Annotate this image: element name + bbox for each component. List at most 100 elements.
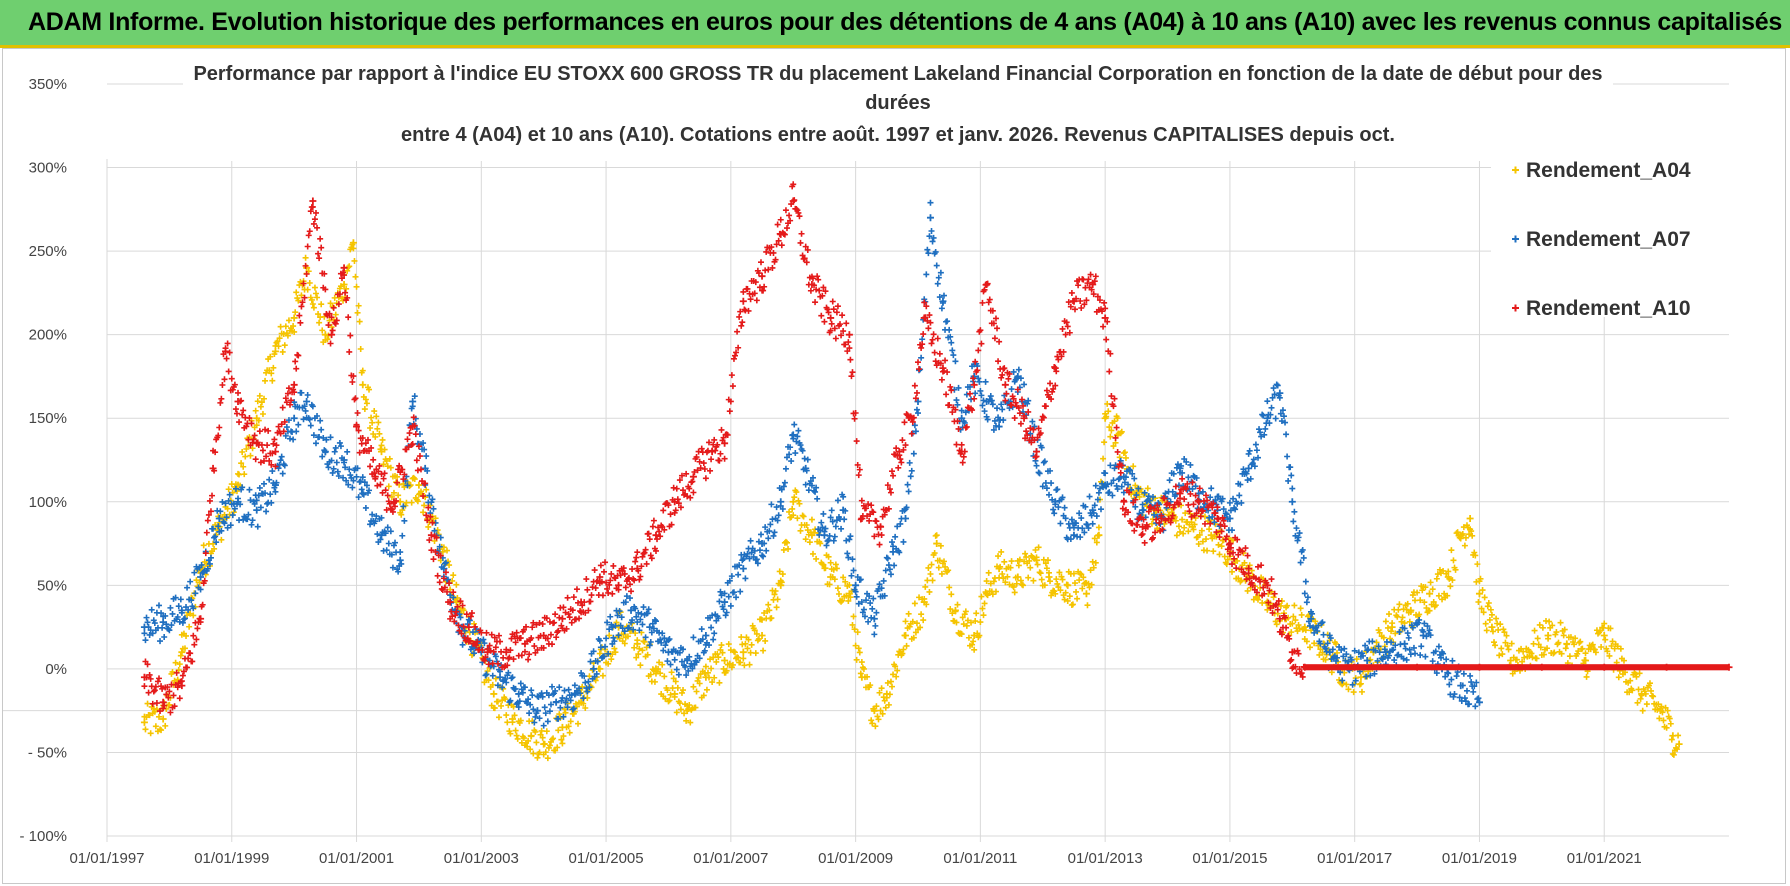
data-point [428,499,435,506]
data-point [1544,645,1551,652]
data-point [1027,430,1034,437]
data-point [1285,477,1292,484]
data-point [445,576,452,583]
data-point [760,287,767,294]
data-point [272,463,279,470]
data-point [369,419,376,426]
data-point [1456,694,1463,701]
data-point [842,341,849,348]
data-point [964,617,971,624]
data-point [1116,475,1123,482]
data-point [853,656,860,663]
data-point [159,715,167,723]
data-point [1199,507,1206,514]
data-point [563,625,570,632]
data-point [171,703,178,710]
data-point [701,647,708,654]
data-point [1057,520,1064,527]
x-axis-ticks: 01/01/1997 01/01/1999 01/01/2001 01/01/2003… [69,850,1641,867]
data-point [849,556,856,563]
data-point [857,576,864,583]
data-point [659,630,666,637]
y-tick-label: - 100% [19,828,67,845]
data-point [436,543,443,550]
data-point [545,692,552,699]
data-point [1507,657,1515,665]
data-point [725,593,732,600]
data-point [666,697,673,704]
data-point [894,523,901,530]
data-point [146,631,153,638]
data-point [1188,519,1195,526]
data-point [309,301,316,308]
data-point [1195,540,1202,547]
data-point [950,352,957,359]
data-point [734,328,741,335]
data-point [512,727,519,734]
data-point [267,353,274,360]
data-point [596,665,604,673]
data-point [740,555,747,562]
data-point [192,590,199,597]
data-point [1483,627,1490,634]
data-point [484,648,492,656]
data-point [668,669,675,676]
y-tick-label: 100% [29,494,67,511]
data-point [497,638,504,645]
data-point [1375,643,1382,650]
data-point [915,410,921,417]
data-point [940,368,947,375]
data-point [283,399,290,406]
data-point [471,650,478,657]
data-point [285,385,292,392]
data-point [1498,645,1505,652]
data-point [947,383,954,390]
data-point [1033,448,1041,456]
data-point [1114,486,1121,493]
data-point [1031,423,1038,430]
data-point [459,641,466,648]
data-point [144,619,151,626]
data-point [499,684,506,691]
data-point [1386,611,1392,618]
data-point [207,554,214,561]
data-point [1350,689,1357,696]
data-point [196,579,203,586]
data-point [1591,646,1598,653]
data-point [302,254,309,261]
data-point [526,710,533,717]
data-point [1388,639,1395,646]
data-point [1085,580,1092,587]
data-point [755,635,762,642]
data-point [1173,532,1180,539]
data-point [181,645,188,652]
data-point [867,682,874,689]
data-point [1638,690,1646,698]
data-point [421,502,428,509]
data-point [906,459,913,466]
data-point [963,622,970,629]
data-point [1380,634,1387,641]
data-point [301,403,308,410]
data-point [1126,489,1133,496]
data-point [1024,400,1031,407]
data-point [830,306,837,313]
data-point [989,591,996,598]
data-point [961,611,968,618]
data-point [555,727,562,734]
data-point [925,564,932,571]
data-point [1550,650,1557,657]
data-point [364,436,371,443]
data-point [711,630,718,637]
data-point [161,702,168,709]
data-point [353,283,360,290]
data-point [680,687,687,694]
data-point [382,487,389,494]
data-point [191,641,198,648]
data-point [385,540,392,547]
data-point [884,679,891,686]
data-point [1223,561,1230,568]
data-point [656,659,663,666]
data-point [525,737,532,744]
data-point [908,414,916,422]
